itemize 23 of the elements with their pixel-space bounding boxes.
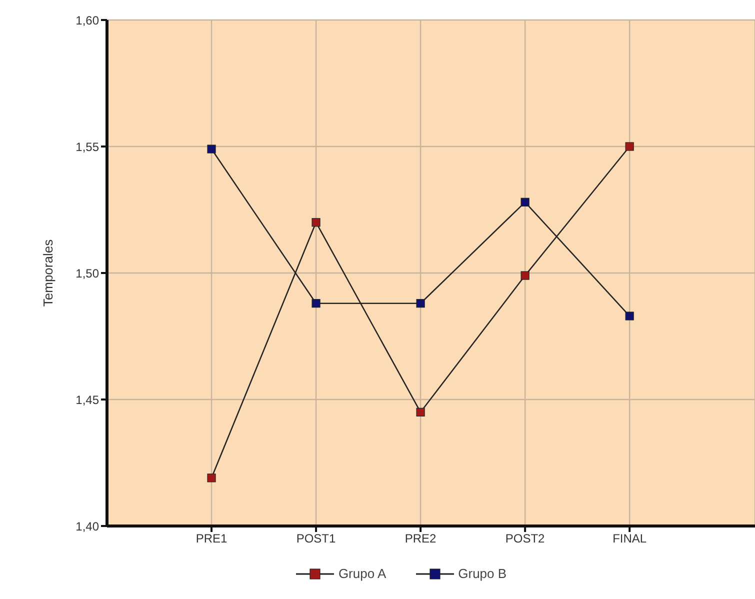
x-tick-label: PRE2 [404, 532, 437, 546]
y-tick-label: 1,40 [76, 519, 100, 534]
x-tick-label: POST2 [505, 532, 546, 546]
point [625, 142, 634, 151]
point [416, 408, 425, 416]
point [625, 312, 634, 320]
legend-label: Grupo A [337, 566, 386, 581]
y-axis-title: Temporales [40, 238, 56, 307]
point [416, 299, 425, 308]
x-tick-label: POST1 [296, 532, 336, 546]
point [312, 299, 320, 308]
point [520, 271, 530, 280]
y-tick-label: 1,50 [76, 266, 100, 280]
point [312, 218, 320, 227]
y-tick-label: 1,60 [76, 13, 100, 28]
y-tick-label: 1,55 [76, 140, 100, 154]
y-tick-label: 1,45 [76, 392, 100, 407]
point [207, 144, 216, 154]
x-tick-label: FINAL [612, 532, 647, 546]
point [207, 474, 216, 482]
x-tick-label: PRE1 [196, 532, 228, 546]
point [520, 198, 530, 206]
legend-label: Grupo B [457, 566, 507, 581]
